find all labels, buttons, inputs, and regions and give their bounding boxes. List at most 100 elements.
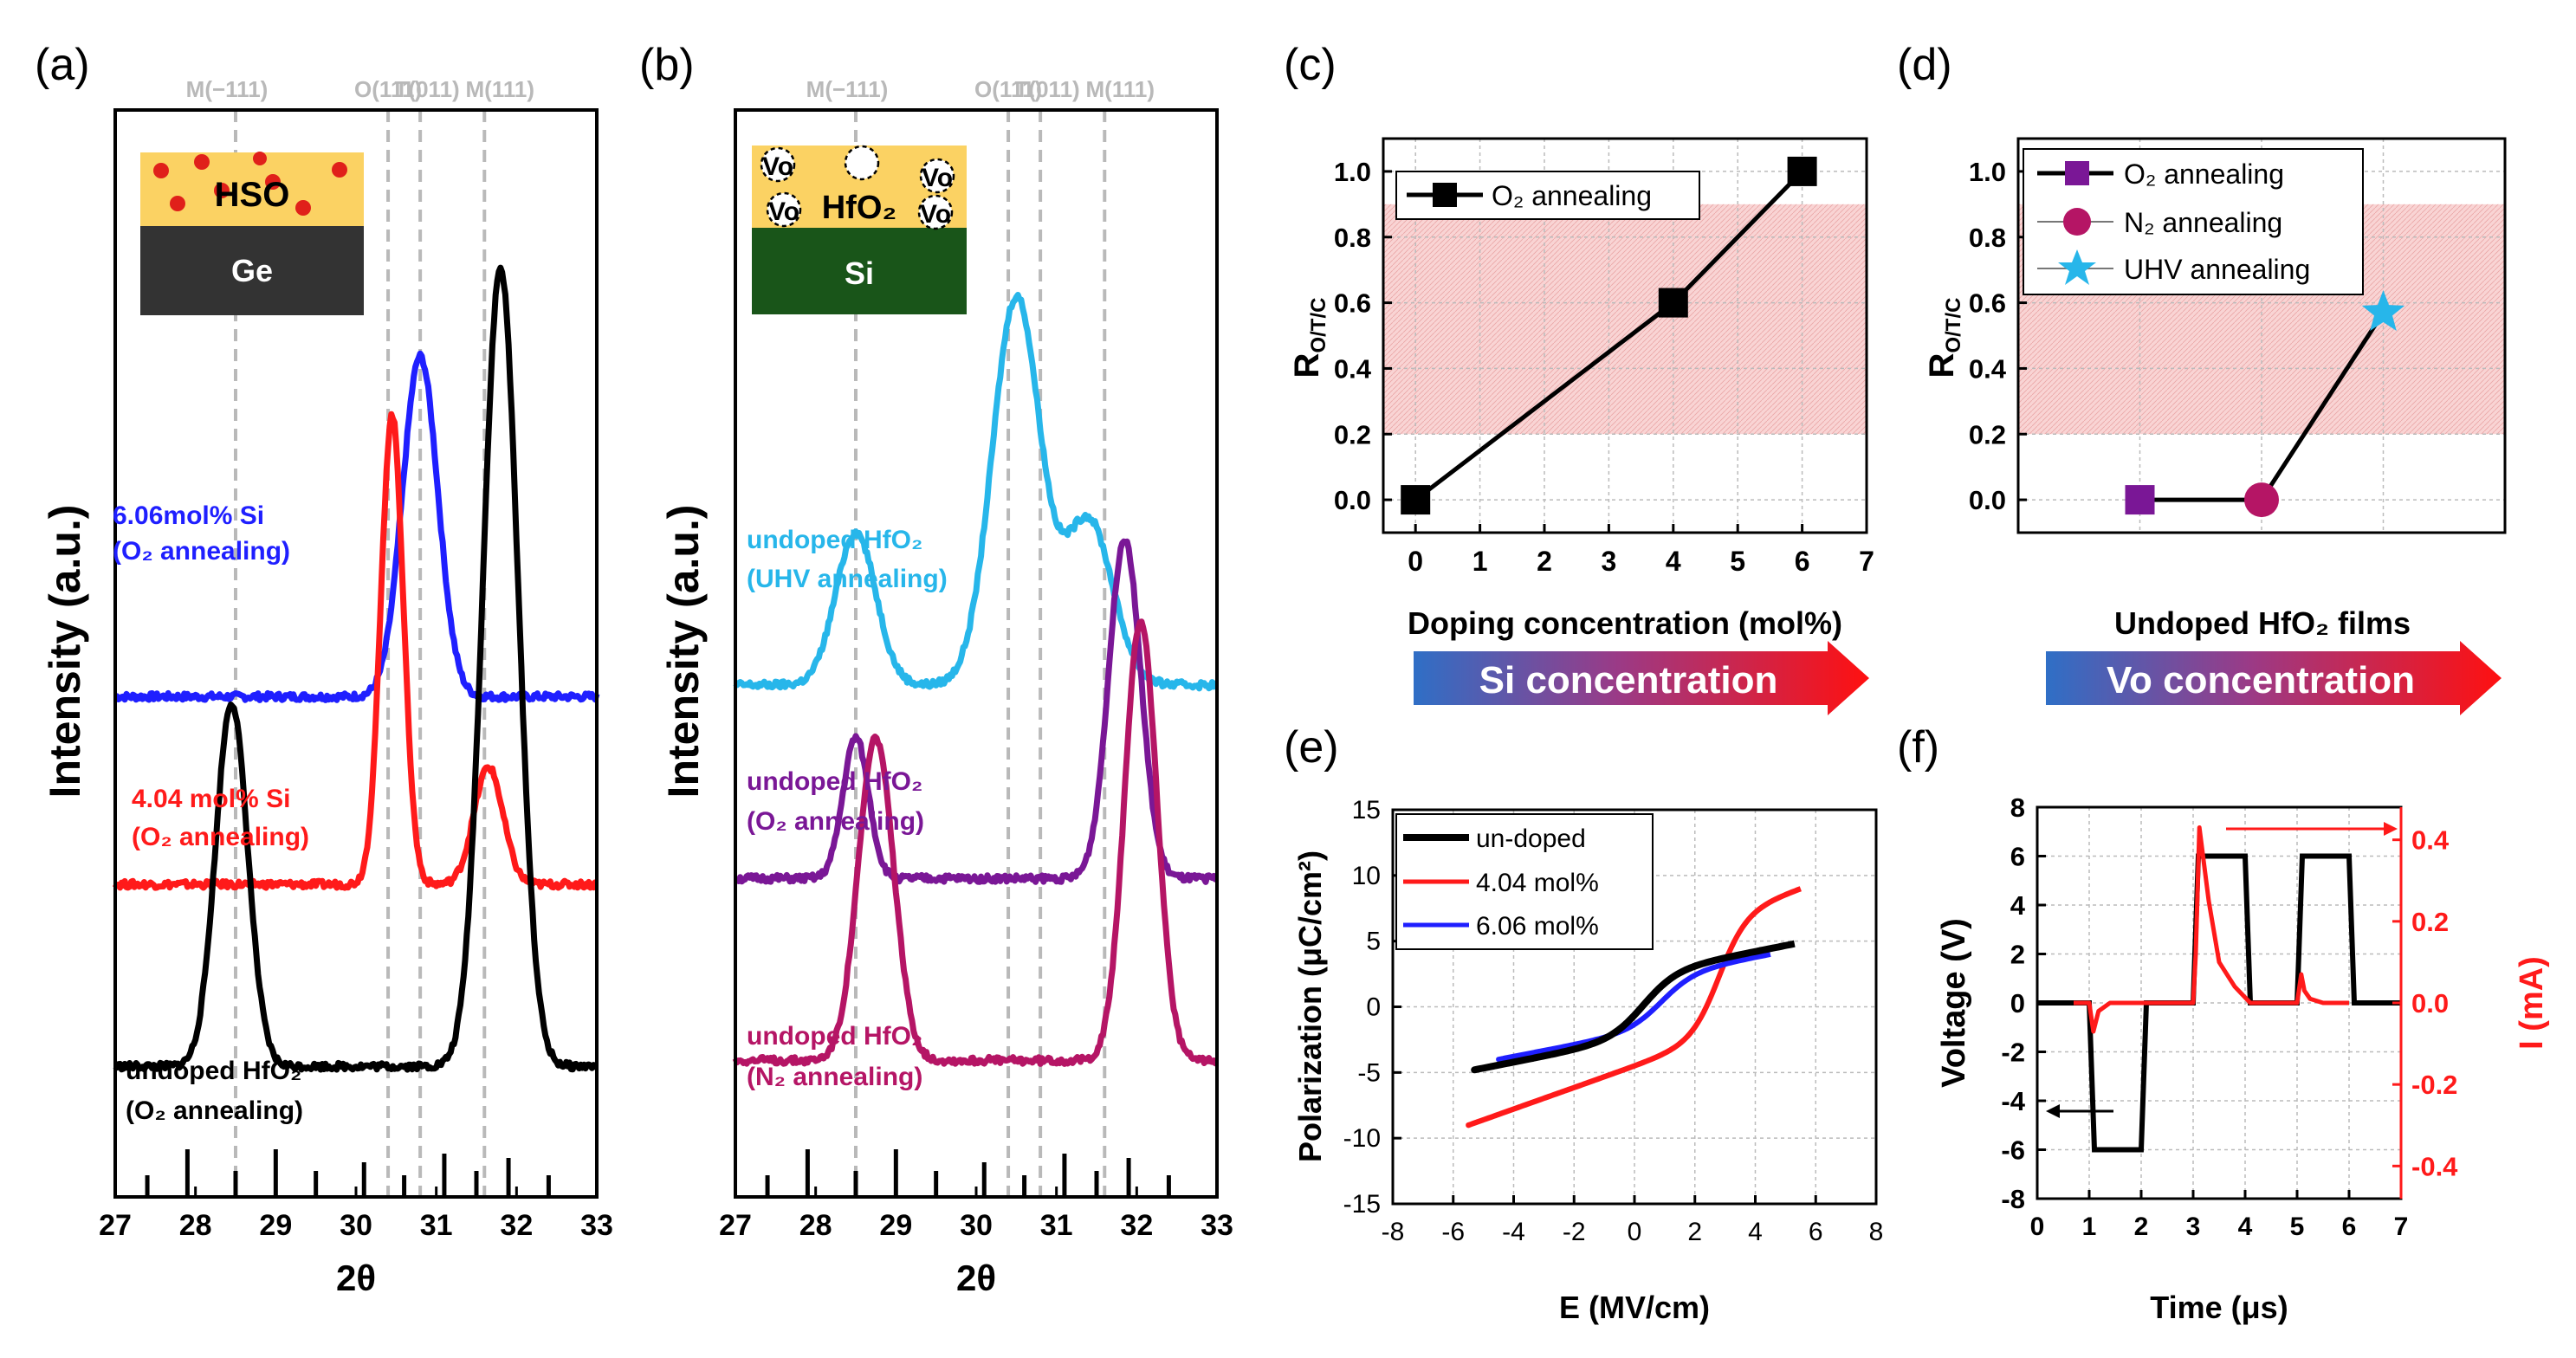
c-x-tick-label: 4 <box>1666 546 1681 577</box>
d-ticks: 0.0 0.2 0.4 0.6 0.8 1.0 <box>1969 157 2027 515</box>
a-x-tick-label: 31 <box>420 1209 453 1242</box>
c-x-tick-label: 2 <box>1537 546 1552 577</box>
e-x-tick-label: 0 <box>1628 1218 1642 1246</box>
a-inset-schematic: HSO Ge <box>140 152 364 315</box>
d-y-tick-label: 0.6 <box>1969 288 2006 319</box>
a-series-label-1b: (O₂ annealing) <box>113 537 290 566</box>
c-highlight-band <box>1383 204 1867 435</box>
c-marker-square <box>1787 156 1817 186</box>
b-inset-vo: Vo <box>762 152 793 181</box>
d-legend-label-1: O₂ annealing <box>2124 158 2284 190</box>
a-inset-dot <box>153 163 169 178</box>
f-y-tick-label: -8 <box>2001 1184 2025 1214</box>
b-x-ticks: 27 28 29 30 31 32 33 <box>719 1187 1233 1242</box>
a-ref-label: T(011) <box>395 76 460 102</box>
d-plot <box>2125 290 2405 518</box>
f-x-tick-label: 3 <box>2186 1212 2201 1241</box>
f-x-tick-label: 4 <box>2238 1212 2253 1241</box>
e-x-tick-label: -6 <box>1441 1218 1465 1246</box>
e-ticks: -8 -6 -4 -2 0 2 4 6 8 -15 -10 -5 0 5 10 15 <box>1343 796 1884 1246</box>
b-plot-frame <box>734 108 1219 1199</box>
b-y-axis-label: Intensity (a.u.) <box>659 505 708 799</box>
a-series-label-2b: (O₂ annealing) <box>132 823 309 851</box>
a-y-axis-label: Intensity (a.u.) <box>41 505 89 799</box>
b-x-tick-label: 30 <box>960 1209 993 1242</box>
c-y-tick-label: 0.2 <box>1334 419 1371 449</box>
a-series-curve <box>113 264 599 1073</box>
a-inset-dot <box>194 154 210 170</box>
e-x-tick-label: 8 <box>1869 1218 1884 1246</box>
a-series-label-1a: 6.06mol% Si <box>113 501 264 530</box>
e-loop-curve <box>1496 951 1771 1063</box>
b-inset-vacancy <box>919 158 955 194</box>
e-y-axis-label: Polarization (μC/cm²) <box>1292 850 1328 1162</box>
f-x-axis-label: Time (μs) <box>2150 1290 2288 1325</box>
d-legend-marker-circle <box>2063 208 2091 236</box>
e-plot-frame <box>1391 808 1878 1206</box>
c-plot <box>1401 156 1817 515</box>
b-inset-vo: Vo <box>920 200 951 229</box>
c-plot-frame <box>1382 137 1868 534</box>
a-inset-dot <box>214 183 230 198</box>
f-y-tick-label: 8 <box>2010 792 2025 823</box>
f-y-tick-label: 2 <box>2010 940 2025 970</box>
d-legend-marker-square <box>2065 161 2089 185</box>
panel-label-a: (a) <box>35 40 90 90</box>
b-x-tick-label: 32 <box>1120 1209 1153 1242</box>
c-x-tick-label: 7 <box>1859 546 1874 577</box>
f-current-line <box>2074 825 2349 1034</box>
c-concentration-arrow-label: Si concentration <box>1479 659 1778 702</box>
b-x-tick-label: 33 <box>1201 1209 1233 1242</box>
b-x-tick-label: 31 <box>1040 1209 1073 1242</box>
f-x-tick-label: 2 <box>2134 1212 2149 1241</box>
b-series-curve <box>733 292 1219 692</box>
b-ref-label: M(111) <box>1086 76 1155 102</box>
b-series-label-3a: undoped HfO₂ <box>747 1022 922 1051</box>
c-x-tick-label: 5 <box>1730 546 1745 577</box>
f-plot <box>2037 825 2401 1153</box>
a-x-tick-label: 28 <box>179 1209 212 1242</box>
f-ticks: 0 1 2 3 4 5 6 7 -8 -6 -4 -2 0 2 4 6 8 -0.4 -0.2 0.0 0.2 0.4 <box>2001 792 2458 1241</box>
a-x-tick-label: 27 <box>99 1209 132 1242</box>
a-series-curve <box>113 350 600 703</box>
b-inset-substrate-label: Si <box>845 255 874 291</box>
e-legend: un-doped 4.04 mol% 6.06 mol% <box>1395 813 1654 950</box>
f-x-tick-label: 0 <box>2030 1212 2045 1241</box>
b-inset-film-label: HfO₂ <box>822 190 897 226</box>
b-ref-label: O(111) <box>974 76 1042 102</box>
f-x-tick-label: 7 <box>2394 1212 2409 1241</box>
a-ref-label: O(111) <box>354 76 422 102</box>
f-y2-tick-label: -0.4 <box>2411 1151 2458 1181</box>
f-annotation-arrows <box>2046 822 2398 1118</box>
c-legend-label: O₂ annealing <box>1492 180 1652 211</box>
b-stick-pattern <box>765 1149 1171 1197</box>
a-reference-lines: M(−111) O(111)T(011) M(111) <box>186 76 534 1197</box>
b-inset-schematic: Vo Vo Vo Vo HfO₂ Si <box>752 145 967 314</box>
d-marker-square <box>2125 485 2155 515</box>
b-inset-vo: Vo <box>922 164 953 192</box>
f-y-axis-label: Voltage (V) <box>1936 918 1972 1088</box>
c-y-tick-label: 0.0 <box>1334 485 1371 515</box>
d-x-axis-label: Undoped HfO₂ films <box>2114 605 2411 641</box>
a-ref-label: M(−111) <box>186 76 269 102</box>
c-x-axis-label: Doping concentration (mol%) <box>1408 605 1842 641</box>
e-legend-label-1: un-doped <box>1476 824 1586 853</box>
b-x-tick-label: 29 <box>879 1209 912 1242</box>
d-concentration-arrow-label: Vo concentration <box>2107 659 2415 702</box>
d-marker-star <box>2361 290 2405 331</box>
e-loop-curve <box>1466 886 1802 1128</box>
a-inset-dot <box>265 174 281 190</box>
d-y-tick-label: 0.2 <box>1969 419 2006 449</box>
f-y-tick-label: 0 <box>2010 988 2025 1018</box>
a-curves <box>112 264 600 1073</box>
a-plot-frame <box>113 108 599 1199</box>
panel-d-chart: 0.0 0.2 0.4 0.6 0.8 1.0 O₂ annealing N₂ annea… <box>1923 137 2507 715</box>
e-y-tick-label: 15 <box>1352 796 1381 824</box>
a-inset-film <box>140 152 364 226</box>
panel-label-e: (e) <box>1284 722 1339 773</box>
f-y2-tick-label: 0.4 <box>2411 825 2450 856</box>
c-legend: O₂ annealing <box>1395 171 1700 220</box>
e-x-tick-label: 4 <box>1748 1218 1763 1246</box>
f-y2-tick-label: 0.2 <box>2411 907 2449 937</box>
c-y-tick-label: 0.4 <box>1334 353 1372 384</box>
